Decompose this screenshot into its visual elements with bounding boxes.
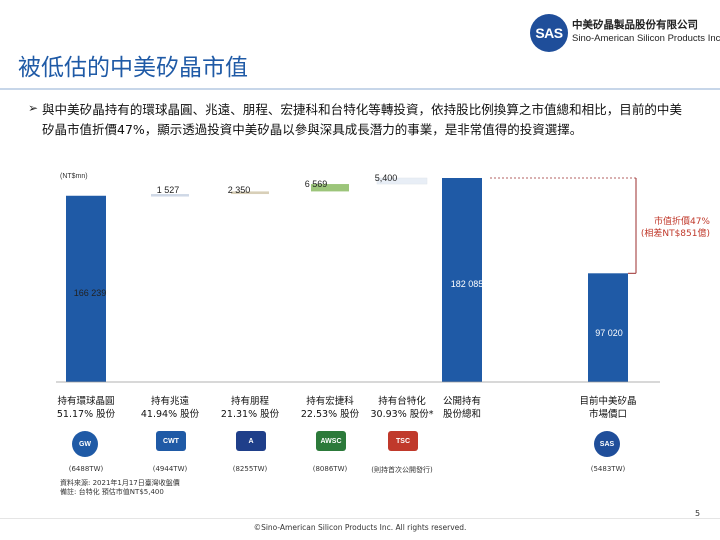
- company-logo-tsc: TSC: [388, 431, 418, 451]
- bullet-text: 與中美矽晶持有的環球晶圓、兆遠、朋程、宏捷科和台特化等轉投資，依持股比例換算之市…: [42, 102, 682, 137]
- value-label-3: 6 569: [305, 179, 328, 189]
- bar-5: [442, 178, 482, 382]
- bar-3: [311, 184, 349, 192]
- category-label-4: 持有台特化 30.93% 股份*: [357, 395, 447, 421]
- source-note-line1: 資料來源: 2021年1月17日臺灣收盤價: [60, 479, 180, 487]
- category-label-line1: 公開持有: [442, 396, 481, 407]
- value-label-0: 166 239: [74, 288, 107, 298]
- company-name-zh: 中美矽晶製品股份有限公司: [572, 19, 698, 31]
- company-logo-gw: GW: [72, 431, 98, 457]
- company-name-en: Sino-American Silicon Products Inc.: [572, 33, 720, 44]
- value-label-6: 97 020: [595, 328, 623, 338]
- category-label-line1: 目前中美矽晶: [579, 396, 637, 407]
- ticker-label-0: (6488TW): [68, 465, 104, 473]
- footer-divider: [0, 518, 720, 519]
- value-label-2: 2 350: [228, 185, 251, 195]
- ticker-label-1: (4944TW): [152, 465, 188, 473]
- category-label-6: 目前中美矽晶 市場價口: [563, 395, 653, 421]
- value-label-4: 5,400: [375, 173, 398, 183]
- company-logo-sas: SAS: [594, 431, 620, 457]
- ticker-label-3: (8086TW): [312, 465, 348, 473]
- discount-annotation-line2: (相差NT$851億): [641, 227, 710, 239]
- category-label-2: 持有朋程 21.31% 股份: [205, 395, 295, 421]
- company-logo-cwt: CWT: [156, 431, 186, 451]
- category-label-line1: 持有宏捷科: [306, 396, 354, 407]
- category-label-line1: 持有環球晶圓: [57, 396, 115, 407]
- category-label-line1: 持有朋程: [230, 396, 269, 407]
- copyright: ©Sino-American Silicon Products Inc. All…: [253, 523, 467, 532]
- value-label-5: 182 085: [451, 279, 484, 289]
- category-label-line2: 30.93% 股份*: [370, 409, 434, 420]
- page-title: 被低估的中美矽晶市值: [18, 55, 248, 81]
- category-label-5: 公開持有 股份總和: [417, 395, 507, 421]
- title-divider: [0, 88, 720, 90]
- value-label-1: 1 527: [157, 185, 180, 195]
- bar-6: [588, 273, 628, 382]
- bar-0: [66, 195, 106, 382]
- sas-logo: SAS: [530, 14, 568, 52]
- category-label-3: 持有宏捷科 22.53% 股份: [285, 395, 375, 421]
- ticker-label-4: (則持首次公開發行): [371, 466, 433, 474]
- category-label-line2: 22.53% 股份: [300, 409, 360, 420]
- category-label-line2: 51.17% 股份: [56, 409, 116, 420]
- bar-4: [376, 177, 428, 185]
- category-label-1: 持有兆遠 41.94% 股份: [125, 395, 215, 421]
- category-label-line2: 市場價口: [588, 409, 627, 420]
- page-number: 5: [695, 509, 701, 518]
- company-logo-actron: A: [236, 431, 266, 451]
- source-note: 資料來源: 2021年1月17日臺灣收盤價 備註: 台特化 預估市值NT$5,4…: [60, 479, 180, 497]
- category-label-line2: 21.31% 股份: [220, 409, 280, 420]
- category-label-0: 持有環球晶圓 51.17% 股份: [41, 395, 131, 421]
- bar-2: [231, 191, 269, 195]
- discount-annotation-line1: 市值折價47%: [654, 215, 710, 227]
- category-label-line2: 股份總和: [442, 409, 481, 420]
- ticker-label-2: (8255TW): [232, 465, 268, 473]
- ticker-label-6: (5483TW): [590, 465, 626, 473]
- company-logo-awsc: AWSC: [316, 431, 346, 451]
- bar-1: [151, 194, 189, 197]
- category-label-line1: 持有台特化: [378, 396, 426, 407]
- category-label-line1: 持有兆遠: [150, 396, 189, 407]
- source-note-line2: 備註: 台特化 預估市值NT$5,400: [60, 488, 164, 496]
- bullet-arrow-icon: ➢: [28, 101, 39, 115]
- category-label-line2: 41.94% 股份: [140, 409, 200, 420]
- unit-label: (NT$mn): [60, 173, 88, 180]
